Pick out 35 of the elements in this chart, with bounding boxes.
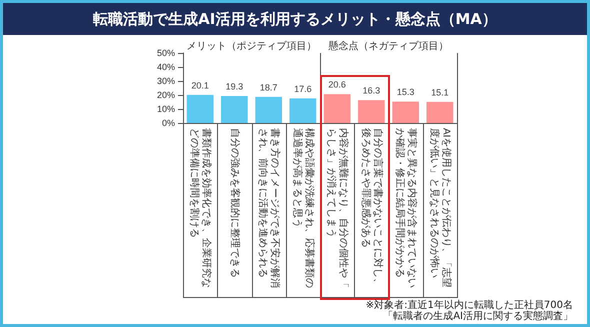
y-tick-label: 30%: [156, 76, 175, 86]
x-tick-label: 構成や語彙が洗練され、応募書類の通過率が高まると思う: [291, 128, 316, 288]
bar: [426, 102, 454, 123]
data-label: 20.1: [191, 80, 209, 90]
y-tick-label: 20%: [156, 90, 175, 100]
data-label: 15.1: [431, 87, 449, 98]
x-tick-label: 自分の言葉で書かないことに対し、後ろめたさや罪悪感がある: [360, 128, 384, 288]
bar: [186, 94, 214, 123]
x-tick-label: 自分の強みを客観的に整理できる: [228, 128, 241, 278]
y-tick-label: 10%: [156, 104, 175, 114]
text: 懸念点（ネガティブ項目）: [328, 41, 450, 53]
bar: [324, 94, 350, 123]
bar: [290, 98, 316, 123]
data-label: 16.3: [362, 86, 380, 96]
y-tick-label: 50%: [156, 48, 175, 58]
data-label: 19.3: [226, 81, 244, 92]
bar: [392, 102, 419, 123]
x-tick-label: 書き方のイメージができ不安が解消され、前向きに活動を進められる: [257, 128, 282, 288]
text: メリット（ポジティブ項目）: [186, 41, 318, 53]
text: 「転職者の生成AI活用に関する実態調査」: [383, 311, 573, 322]
y-tick-label: 0%: [162, 118, 175, 128]
data-label: 18.7: [260, 82, 278, 92]
x-tick-label: 内容が無難になり、自分の個性や「らしさ」が消えてしまう: [326, 128, 350, 288]
data-label: 20.6: [328, 80, 346, 90]
bar: [255, 96, 282, 123]
bar: [358, 100, 385, 123]
y-tick-label: 40%: [156, 62, 175, 72]
x-tick-label: 書類作成を効率化でき、企業研究などの準備に時間を割ける: [188, 128, 213, 288]
x-tick-label: 事実と異なる内容が含まれていないか確認・修正に結局手間がかかる: [394, 128, 418, 288]
data-label: 15.3: [396, 87, 414, 98]
data-label: 17.6: [294, 84, 312, 94]
x-tick-label: AIを使用したことが伝わり、「志望度が低い」と見なされるのが怖い: [428, 128, 452, 288]
chart-title: 転職活動で生成AI活用を利用するメリット・懸念点（MA）: [3, 3, 587, 35]
text: ※対象者:直近1年以内に転職した正社員700名: [366, 300, 573, 311]
bar: [221, 96, 248, 123]
